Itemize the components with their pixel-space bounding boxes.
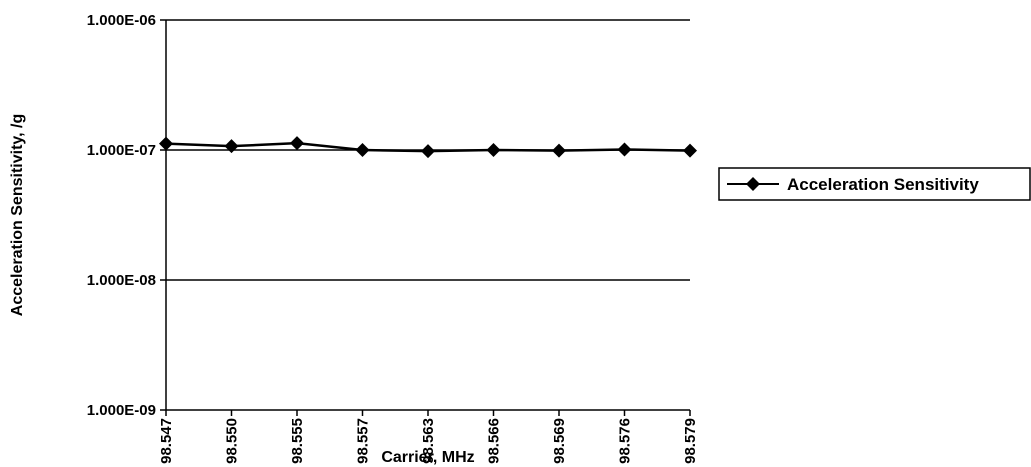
data-point — [159, 136, 173, 151]
x-tick-label: 98.579 — [682, 418, 699, 464]
x-tick-label: 98.547 — [158, 418, 175, 464]
data-point — [355, 143, 370, 157]
data-point — [224, 139, 239, 154]
x-tick-label: 98.557 — [355, 418, 372, 464]
data-point — [486, 143, 501, 157]
y-tick-labels: 1.000E-06 1.000E-07 1.000E-08 1.000E-09 — [87, 12, 166, 419]
data-point — [552, 143, 566, 158]
data-point — [683, 143, 697, 158]
axes — [165, 20, 690, 411]
legend-diamond-marker — [746, 177, 760, 191]
data-point — [290, 136, 304, 151]
x-axis-title: Carrier, MHz — [381, 449, 474, 466]
x-tick-label: 98.569 — [551, 418, 568, 464]
legend-label: Acceleration Sensitivity — [787, 175, 979, 194]
data-point — [617, 142, 632, 157]
y-tick-label: 1.000E-09 — [87, 402, 156, 419]
y-tick-label: 1.000E-06 — [87, 12, 156, 29]
y-axis-title: Acceleration Sensitivity, /g — [9, 114, 26, 316]
x-tick-labels: 98.547 98.550 98.555 98.557 98.563 98.566 98.5… — [158, 410, 699, 464]
series-layer — [159, 136, 697, 159]
y-tick-label: 1.000E-08 — [87, 272, 156, 289]
x-tick-label: 98.576 — [617, 418, 634, 464]
x-tick-label: 98.555 — [289, 418, 306, 464]
data-point — [421, 144, 435, 159]
x-tick-label: 98.566 — [486, 418, 503, 464]
x-tick-label: 98.550 — [224, 418, 241, 464]
legend: Acceleration Sensitivity — [718, 167, 1031, 201]
x-tick-label: 98.563 — [420, 418, 437, 464]
y-tick-label: 1.000E-07 — [87, 142, 156, 159]
